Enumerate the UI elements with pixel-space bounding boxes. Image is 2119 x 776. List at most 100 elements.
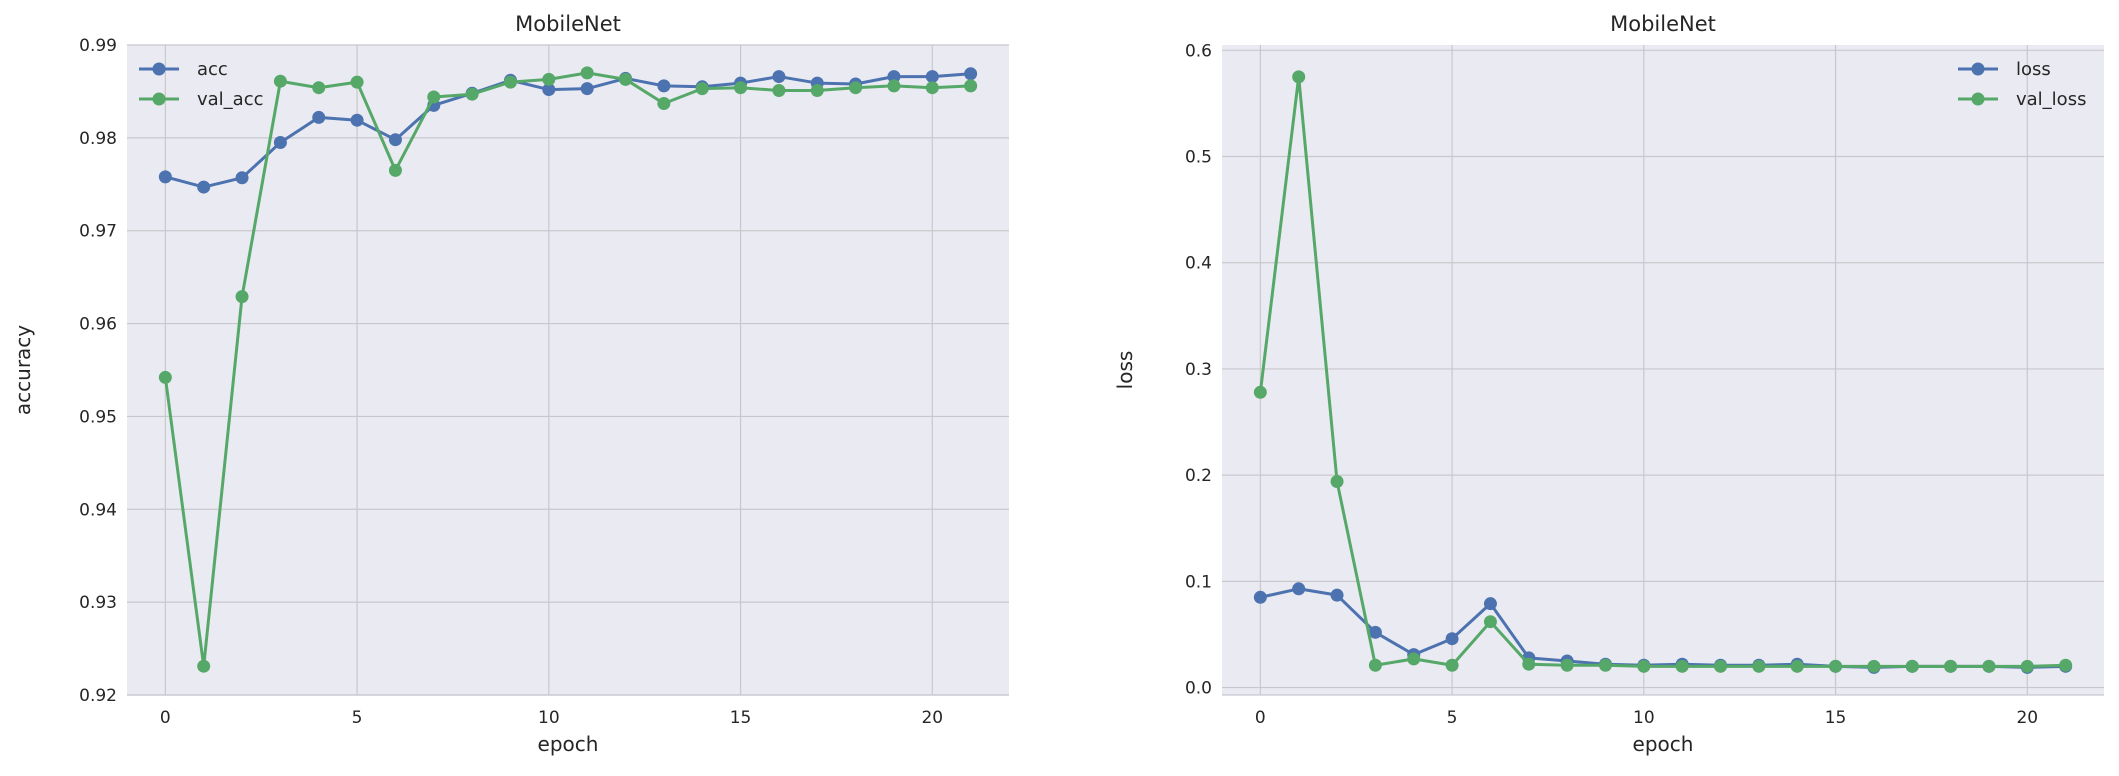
data-point xyxy=(350,113,364,127)
legend: loss val_loss xyxy=(1958,59,2086,110)
data-point xyxy=(1982,659,1996,673)
y-tick-label: 0.1 xyxy=(1185,572,1212,592)
x-tick-label: 5 xyxy=(1447,708,1458,728)
data-point xyxy=(1522,657,1536,671)
y-tick-label: 0.3 xyxy=(1185,360,1212,380)
data-point xyxy=(1483,615,1497,629)
data-point xyxy=(503,75,517,89)
data-point xyxy=(657,97,671,110)
y-tick-label: 0.93 xyxy=(79,593,117,613)
x-axis-label: epoch xyxy=(538,732,599,756)
data-point xyxy=(2020,659,2034,673)
data-point xyxy=(657,79,671,93)
chart-title: MobileNet xyxy=(1610,12,1716,36)
data-point xyxy=(1445,658,1459,672)
y-tick-label: 0.99 xyxy=(79,36,117,56)
series-line xyxy=(164,72,971,189)
data-point xyxy=(580,82,594,96)
x-tick-label: 0 xyxy=(1255,708,1266,728)
data-point xyxy=(2059,658,2073,672)
series-line xyxy=(1258,75,2066,668)
x-tick-label: 20 xyxy=(921,708,943,728)
plot-area xyxy=(1222,45,2104,695)
legend-marker-val_loss xyxy=(1971,92,1985,106)
data-point xyxy=(312,110,326,124)
data-point xyxy=(1637,659,1651,673)
data-point xyxy=(580,66,594,80)
data-point xyxy=(1445,632,1459,646)
x-tick-label: 20 xyxy=(2016,708,2038,728)
data-point xyxy=(388,133,402,147)
data-point xyxy=(1675,659,1689,673)
legend-label-val_loss: val_loss xyxy=(2016,89,2086,110)
data-point xyxy=(1905,659,1919,673)
y-tick-label: 0.0 xyxy=(1185,679,1212,699)
data-point xyxy=(542,72,556,86)
data-point xyxy=(849,81,863,95)
data-point xyxy=(810,84,824,97)
x-tick-label: 0 xyxy=(160,708,171,728)
data-point xyxy=(772,70,786,84)
data-point xyxy=(1944,659,1958,673)
legend-label-acc: acc xyxy=(197,59,228,80)
data-point xyxy=(273,136,287,149)
data-point xyxy=(734,81,748,95)
data-point xyxy=(887,70,901,84)
y-tick-label: 0.5 xyxy=(1185,148,1212,168)
series-line xyxy=(163,71,971,668)
data-point xyxy=(158,370,172,384)
data-point xyxy=(1368,625,1382,639)
x-tick-label: 10 xyxy=(538,708,560,728)
data-point xyxy=(197,180,211,194)
data-point xyxy=(887,79,901,93)
series-val_acc xyxy=(158,66,978,673)
data-point xyxy=(197,659,211,673)
y-tick-label: 0.97 xyxy=(79,222,117,242)
plot-area xyxy=(127,45,1009,695)
y-axis-label: accuracy xyxy=(11,325,35,415)
data-point xyxy=(964,67,978,81)
y-tick-label: 0.4 xyxy=(1185,254,1212,274)
y-tick-label: 0.6 xyxy=(1185,41,1212,61)
y-tick-label: 0.96 xyxy=(79,315,117,335)
data-point xyxy=(1330,475,1344,489)
data-point xyxy=(158,170,172,184)
legend-label-loss: loss xyxy=(2016,59,2051,80)
y-tick-label: 0.98 xyxy=(79,129,117,149)
data-point xyxy=(273,74,287,88)
data-point xyxy=(1407,652,1421,666)
data-point xyxy=(695,82,709,96)
data-point xyxy=(388,163,402,177)
data-point xyxy=(1598,658,1612,672)
y-tick-label: 0.2 xyxy=(1185,466,1212,486)
y-tick-label: 0.94 xyxy=(79,500,117,520)
chart-1: 0 5 10 15 20 0.92 0.93 0.94 0.95 0.96 0.97 0.98 0.99… xyxy=(11,12,1009,756)
chart-2: 0 5 10 15 20 0.0 0.1 0.2 0.3 0.4 0.5 0.6 MobileNet ep… xyxy=(1113,12,2104,756)
chart-title: MobileNet xyxy=(515,12,621,36)
data-point xyxy=(1560,658,1574,672)
legend-marker-val_acc xyxy=(152,92,166,106)
data-point xyxy=(1483,597,1497,611)
legend-marker-acc xyxy=(152,62,166,76)
data-point xyxy=(542,83,556,97)
legend: acc val_acc xyxy=(139,59,264,110)
data-point xyxy=(465,87,479,101)
data-point xyxy=(1292,70,1306,84)
legend-marker-loss xyxy=(1971,62,1985,76)
data-point xyxy=(350,75,364,89)
y-tick-label: 0.95 xyxy=(79,407,117,427)
data-point xyxy=(1829,659,1843,673)
data-point xyxy=(1752,659,1766,673)
data-point xyxy=(1253,590,1267,604)
x-tick-label: 15 xyxy=(730,708,752,728)
data-point xyxy=(235,290,249,304)
data-point xyxy=(619,72,633,86)
data-point xyxy=(964,79,978,93)
data-point xyxy=(1790,659,1804,673)
y-axis-label: loss xyxy=(1113,351,1137,390)
x-tick-label: 15 xyxy=(1825,708,1847,728)
data-point xyxy=(925,81,939,95)
y-tick-label: 0.92 xyxy=(79,686,117,706)
